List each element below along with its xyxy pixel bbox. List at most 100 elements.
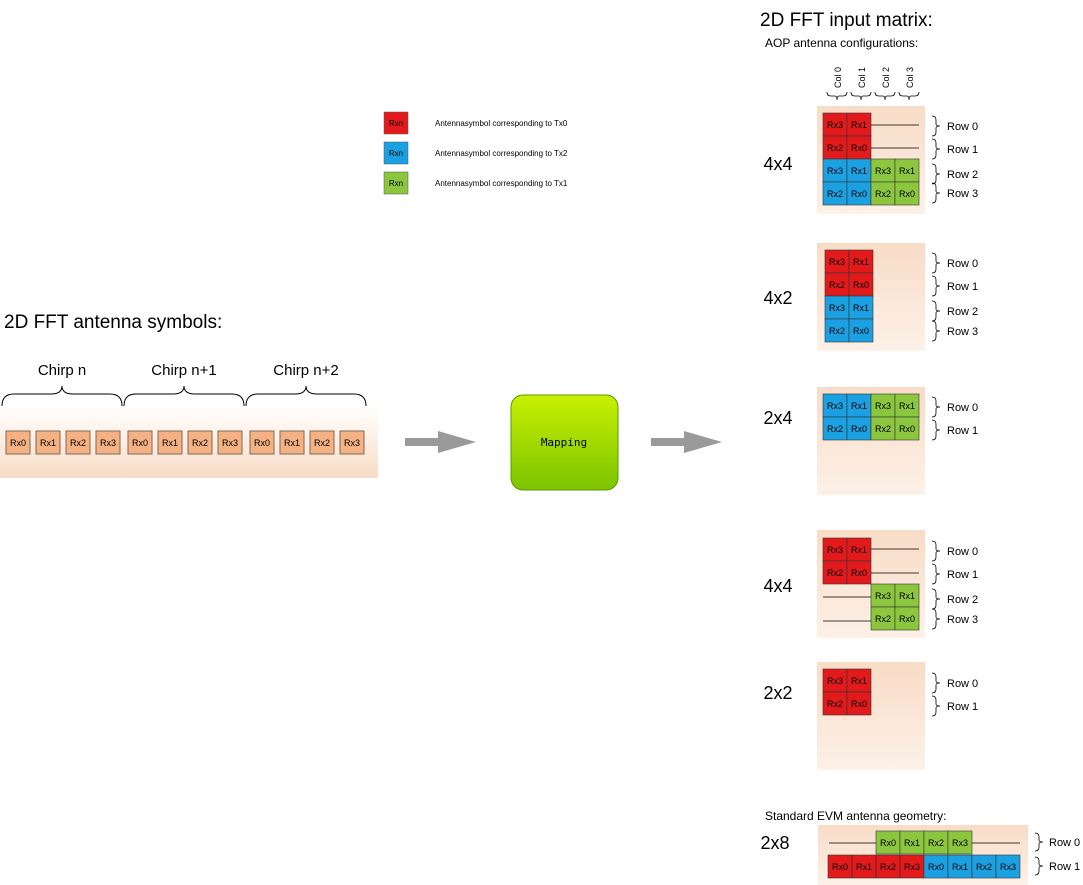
antenna-symbol-label: Rx1 xyxy=(284,438,300,448)
config-label: 4x4 xyxy=(763,576,792,596)
row-label: Row 1 xyxy=(947,281,978,293)
matrix-cell-label: Rx1 xyxy=(899,166,915,176)
matrix-cell-label: Rx3 xyxy=(827,166,843,176)
row-brace xyxy=(931,252,941,274)
config-label: 2x4 xyxy=(763,408,792,428)
row-label: Row 3 xyxy=(947,614,978,626)
row-brace xyxy=(931,588,941,610)
matrix-cell-label: Rx0 xyxy=(832,862,848,872)
row-label: Row 1 xyxy=(1049,861,1080,873)
matrix-cell-label: Rx3 xyxy=(875,166,891,176)
legend-text: Antennasymbol corresponding to Tx0 xyxy=(435,119,568,128)
config-3: 4x4 Rx3 Rx1 Rx2 Rx0 Rx3 Rx1 Rx2 Rx0 Row 0 Row 1 Row… xyxy=(763,530,978,638)
matrix-cell-label: Rx0 xyxy=(880,838,896,848)
antenna-symbol-label: Rx0 xyxy=(254,438,270,448)
row-brace xyxy=(931,275,941,297)
matrix-cell-label: Rx2 xyxy=(875,614,891,624)
column-brace xyxy=(850,91,872,101)
antenna-symbol xyxy=(339,430,365,455)
matrix-cell-label: Rx1 xyxy=(899,401,915,411)
matrix-cell-label: Rx2 xyxy=(827,568,843,578)
antenna-symbol-label: Rx3 xyxy=(344,438,360,448)
antenna-symbol xyxy=(217,430,243,455)
antenna-symbol xyxy=(309,430,335,455)
arrow-icon xyxy=(405,431,476,453)
arrow-icon xyxy=(651,431,722,453)
row-label: Row 1 xyxy=(947,144,978,156)
matrix-cell-label: Rx1 xyxy=(851,676,867,686)
antenna-symbol-label: Rx0 xyxy=(132,438,148,448)
row-label: Row 0 xyxy=(947,678,978,690)
antenna-symbol-label: Rx1 xyxy=(40,438,56,448)
legend-swatch xyxy=(383,111,409,135)
matrix-cell xyxy=(846,691,872,716)
antenna-symbol xyxy=(187,430,213,455)
chirp-labels: Chirp n Chirp n+1 Chirp n+2 xyxy=(38,362,339,379)
matrix-cell-label: Rx3 xyxy=(952,838,968,848)
matrix-cell-label: Rx2 xyxy=(976,862,992,872)
antenna-symbol xyxy=(279,430,305,455)
row-brace xyxy=(1034,832,1044,852)
antenna-symbol xyxy=(35,430,61,455)
column-brace xyxy=(874,91,896,101)
matrix-cell-label: Rx0 xyxy=(851,568,867,578)
config-matrices: 4x4 Rx3 Rx1 Rx2 Rx0 Rx3 Rx1 Rx3 Rx1 Rx2 Rx0 Rx2 Rx0 R… xyxy=(763,106,978,770)
row-label: Row 1 xyxy=(947,701,978,713)
legend-text: Antennasymbol corresponding to Tx1 xyxy=(435,179,568,188)
antenna-symbol-label: Rx2 xyxy=(70,438,86,448)
matrix-cell-label: Rx1 xyxy=(952,862,968,872)
column-header: Col 0 Col 1 Col 2 Col 3 xyxy=(826,67,920,101)
config-label: 4x2 xyxy=(763,288,792,308)
column-label: Col 3 xyxy=(905,67,915,88)
row-label: Row 0 xyxy=(947,258,978,270)
matrix-cell-label: Rx1 xyxy=(904,838,920,848)
matrix-cell-label: Rx0 xyxy=(851,424,867,434)
matrix-cell-label: Rx3 xyxy=(904,862,920,872)
column-label: Col 2 xyxy=(881,67,891,88)
row-label: Row 3 xyxy=(947,326,978,338)
matrix-cell-label: Rx3 xyxy=(827,545,843,555)
antenna-symbol-label: Rx3 xyxy=(222,438,238,448)
matrix-cell-label: Rx3 xyxy=(829,257,845,267)
matrix-cell-label: Rx1 xyxy=(856,862,872,872)
row-brace xyxy=(931,163,941,185)
brace-chirp-n1 xyxy=(123,385,245,407)
row-brace xyxy=(931,672,941,694)
row-brace xyxy=(931,695,941,717)
column-brace xyxy=(826,91,848,101)
row-label: Row 0 xyxy=(947,402,978,414)
matrix-cell-label: Rx1 xyxy=(851,401,867,411)
aop-subtitle: AOP antenna configurations: xyxy=(765,36,918,50)
right-title: 2D FFT input matrix: xyxy=(760,10,933,31)
legend-symbol: Rxn xyxy=(389,119,403,128)
chirp-label: Chirp n xyxy=(38,362,86,379)
antenna-symbol-label: Rx3 xyxy=(100,438,116,448)
antenna-symbol xyxy=(5,430,31,455)
matrix-cell-label: Rx0 xyxy=(899,614,915,624)
matrix-cell-label: Rx0 xyxy=(899,189,915,199)
chirp-label: Chirp n+1 xyxy=(151,362,216,379)
matrix-cell-label: Rx0 xyxy=(851,699,867,709)
antenna-symbol-label: Rx1 xyxy=(162,438,178,448)
matrix-cell-label: Rx0 xyxy=(851,189,867,199)
matrix-cell-label: Rx2 xyxy=(827,143,843,153)
legend: Rxn Antennasymbol corresponding to Tx0 Rxn… xyxy=(383,111,568,195)
matrix-cell-label: Rx2 xyxy=(829,326,845,336)
matrix-cell-label: Rx1 xyxy=(899,591,915,601)
config-0: 4x4 Rx3 Rx1 Rx2 Rx0 Rx3 Rx1 Rx3 Rx1 Rx2 Rx0 Rx2 Rx0 R… xyxy=(763,106,978,214)
matrix-cell-label: Rx1 xyxy=(851,545,867,555)
matrix-cell-label: Rx2 xyxy=(829,280,845,290)
matrix-cell xyxy=(894,416,920,441)
column-brace xyxy=(898,91,920,101)
antenna-symbols: Rx0 Rx1 Rx2 Rx3 Rx0 Rx1 Rx2 Rx3 Rx0 Rx1 Rx2 Rx3 xyxy=(5,430,365,455)
antenna-symbol-label: Rx2 xyxy=(314,438,330,448)
config-1: 4x2 Rx3 Rx1 Rx2 Rx0 Rx3 Rx1 Rx2 Rx0 Row 0 Row 1 Row… xyxy=(763,243,978,351)
row-brace xyxy=(931,320,941,342)
config-label: 4x4 xyxy=(763,154,792,174)
matrix-cell-label: Rx0 xyxy=(853,280,869,290)
brace-chirp-n xyxy=(1,385,123,407)
matrix-cell-label: Rx1 xyxy=(853,257,869,267)
matrix-cell-label: Rx2 xyxy=(880,862,896,872)
legend-swatch xyxy=(383,171,409,195)
